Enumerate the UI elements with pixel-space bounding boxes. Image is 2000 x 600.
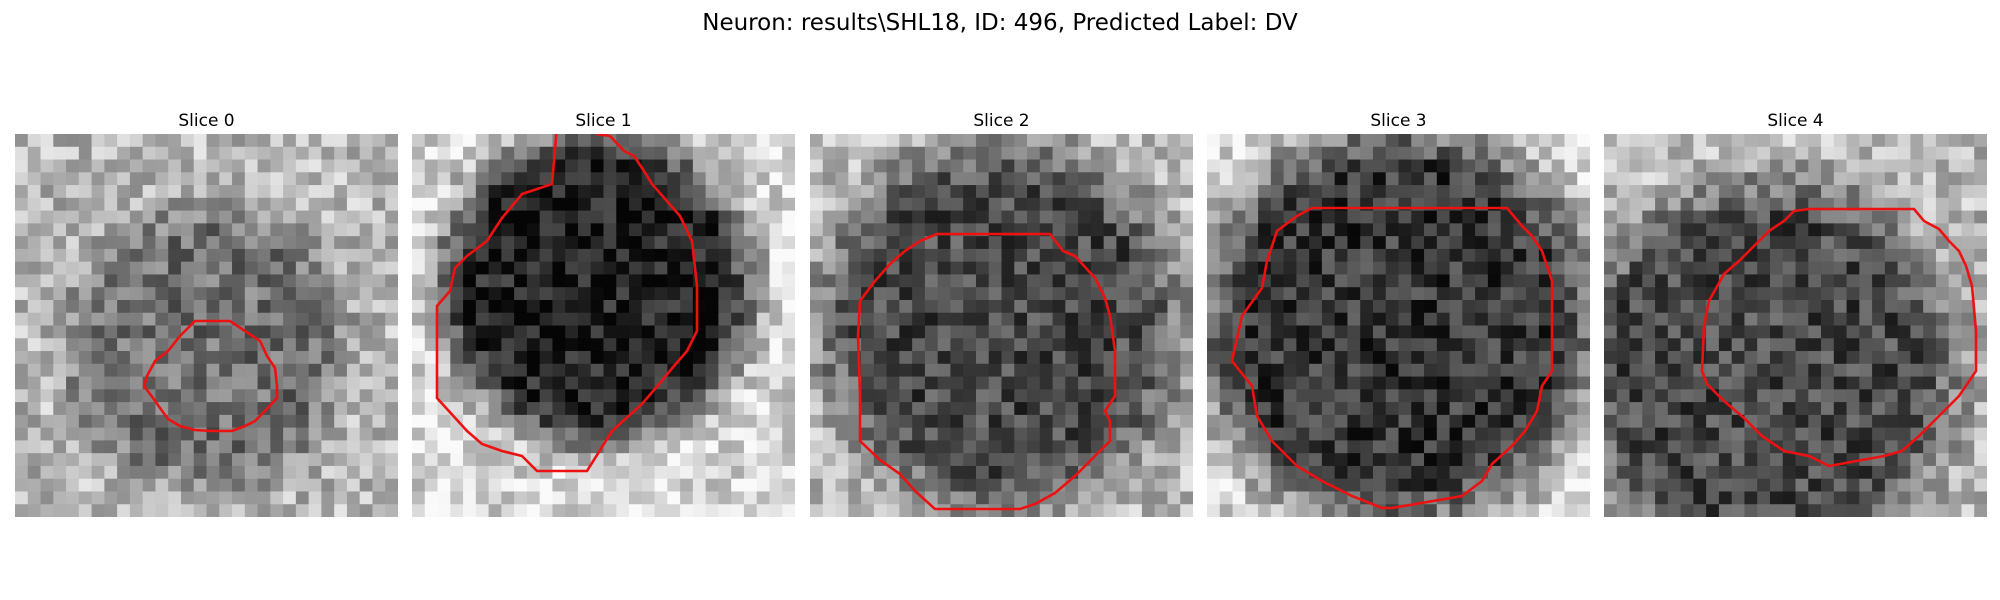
pixel-grid <box>1604 134 1987 517</box>
slice-image <box>15 134 398 517</box>
slice-panel-1: Slice 1 <box>412 108 795 517</box>
roi-contour <box>142 319 279 433</box>
pixel-grid <box>412 134 795 517</box>
pixel-grid <box>810 134 1193 517</box>
slice-title: Slice 3 <box>1370 111 1427 131</box>
slice-panel-4: Slice 4 <box>1604 108 1987 517</box>
roi-contour <box>1700 207 1978 468</box>
slice-image <box>1207 134 1590 517</box>
slice-title: Slice 0 <box>178 111 235 131</box>
slice-image <box>810 134 1193 517</box>
pixel-grid <box>15 134 398 517</box>
roi-contour <box>435 134 699 473</box>
slice-panel-0: Slice 0 <box>15 108 398 517</box>
roi-contour <box>856 232 1117 511</box>
slice-title: Slice 1 <box>575 111 632 131</box>
slice-panel-2: Slice 2 <box>810 108 1193 517</box>
slice-image <box>412 134 795 517</box>
roi-contour <box>1230 206 1554 510</box>
slice-panel-3: Slice 3 <box>1207 108 1590 517</box>
slice-title: Slice 2 <box>973 111 1030 131</box>
slice-image <box>1604 134 1987 517</box>
pixel-grid <box>1207 134 1590 517</box>
slice-title: Slice 4 <box>1767 111 1824 131</box>
figure-title: Neuron: results\SHL18, ID: 496, Predicte… <box>702 10 1298 36</box>
